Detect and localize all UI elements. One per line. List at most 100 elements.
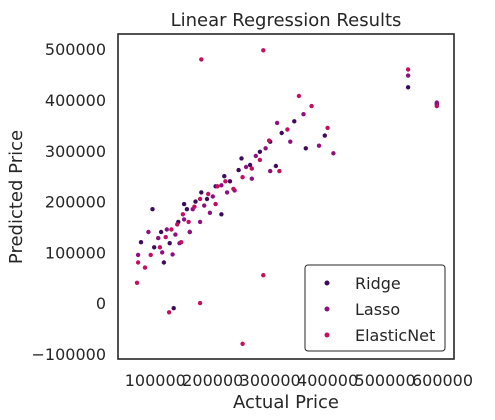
- y-tick-label: 0: [96, 294, 106, 313]
- legend: Ridge Lasso ElasticNet: [304, 264, 446, 352]
- point-elasticnet-3: [157, 245, 163, 250]
- point-elasticnet-1: [142, 265, 148, 270]
- point-ridge-18: [405, 85, 411, 90]
- point-elasticnet-2: [148, 252, 153, 258]
- point-elasticnet-17: [257, 157, 263, 163]
- point-elasticnet-31: [135, 260, 141, 265]
- point-elasticnet-20: [285, 127, 290, 132]
- point-lasso-19: [405, 73, 411, 78]
- point-elasticnet-27: [261, 48, 266, 53]
- y-tick-label: −100000: [32, 345, 106, 364]
- point-lasso-4: [173, 232, 178, 237]
- point-lasso-18: [331, 151, 336, 156]
- point-ridge-26: [273, 163, 279, 169]
- point-lasso-16: [301, 112, 306, 117]
- point-elasticnet-0: [134, 280, 140, 285]
- point-elasticnet-19: [277, 168, 282, 174]
- point-ridge-20: [171, 306, 176, 311]
- point-elasticnet-22: [309, 103, 314, 109]
- point-elasticnet-24: [405, 67, 411, 72]
- point-lasso-15: [288, 139, 293, 144]
- point-elasticnet-5: [169, 227, 174, 232]
- point-ridge-3: [167, 241, 172, 246]
- point-lasso-7: [202, 203, 207, 208]
- point-lasso-24: [268, 168, 273, 174]
- point-elasticnet-33: [213, 201, 218, 207]
- point-elasticnet-26: [199, 57, 204, 62]
- point-elasticnet-9: [192, 204, 197, 209]
- point-elasticnet-16: [249, 166, 254, 171]
- point-elasticnet-7: [180, 212, 186, 217]
- point-ridge-29: [219, 212, 224, 217]
- point-lasso-29: [160, 250, 165, 255]
- point-ridge-11: [247, 162, 253, 168]
- point-elasticnet-10: [197, 196, 203, 202]
- x-tick-label: 200000: [182, 371, 243, 390]
- point-elasticnet-15: [240, 175, 245, 180]
- point-lasso-25: [224, 190, 230, 195]
- point-elasticnet-4: [163, 234, 168, 240]
- y-axis-label: Predicted Price: [6, 130, 27, 264]
- point-ridge-12: [257, 149, 263, 154]
- legend-box: [304, 264, 446, 352]
- y-tick-label: 400000: [45, 91, 106, 110]
- chart-title: Linear Regression Results: [171, 10, 402, 31]
- point-lasso-11: [243, 164, 249, 170]
- point-lasso-3: [164, 227, 169, 232]
- point-lasso-2: [156, 235, 161, 241]
- legend-label-lasso: Lasso: [355, 300, 400, 319]
- point-elasticnet-12: [215, 184, 220, 189]
- point-lasso-14: [274, 120, 280, 126]
- point-lasso-20: [434, 100, 439, 105]
- point-ridge-7: [204, 196, 210, 202]
- legend-label-elasticnet: ElasticNet: [355, 326, 435, 345]
- point-lasso-8: [210, 194, 215, 199]
- point-lasso-12: [253, 153, 258, 159]
- legend-label-ridge: Ridge: [355, 274, 401, 293]
- point-elasticnet-14: [231, 186, 236, 192]
- legend-marker-elasticnet: [324, 332, 330, 338]
- y-axis: −100000 0 100000 200000 300000 400000 500000: [32, 40, 106, 364]
- point-ridge-2: [158, 229, 164, 235]
- point-ridge-6: [193, 199, 198, 204]
- point-ridge-5: [184, 207, 190, 212]
- point-elasticnet-30: [240, 341, 245, 346]
- point-elasticnet-8: [186, 219, 191, 225]
- legend-marker-lasso: [324, 306, 330, 312]
- point-elasticnet-25: [434, 103, 439, 109]
- y-tick-label: 100000: [45, 243, 106, 262]
- point-ridge-21: [181, 201, 187, 207]
- point-lasso-13: [263, 146, 268, 151]
- point-ridge-10: [236, 167, 241, 173]
- point-lasso-1: [146, 229, 151, 235]
- legend-marker-ridge: [324, 280, 330, 286]
- point-elasticnet-21: [296, 93, 302, 99]
- point-elasticnet-23: [325, 125, 330, 131]
- point-ridge-22: [199, 190, 204, 195]
- point-lasso-0: [135, 252, 141, 258]
- point-ridge-25: [227, 179, 233, 184]
- x-axis-label: Actual Price: [233, 392, 339, 413]
- x-tick-label: 100000: [125, 371, 186, 390]
- point-ridge-17: [322, 133, 327, 138]
- point-lasso-21: [187, 229, 192, 235]
- point-lasso-9: [219, 183, 224, 188]
- point-ridge-1: [150, 207, 155, 212]
- x-tick-label: 300000: [240, 371, 301, 390]
- y-tick-label: 500000: [45, 40, 106, 59]
- point-elasticnet-32: [179, 240, 184, 245]
- point-ridge-24: [239, 156, 244, 161]
- plot-area-frame: [117, 33, 455, 360]
- point-ridge-0: [138, 240, 144, 245]
- point-ridge-16: [303, 146, 308, 151]
- point-elasticnet-13: [223, 179, 228, 184]
- point-lasso-5: [181, 217, 187, 222]
- x-tick-label: 500000: [355, 371, 416, 390]
- points-layer: [134, 48, 439, 346]
- y-tick-label: 300000: [45, 142, 106, 161]
- point-ridge-28: [152, 245, 157, 250]
- point-elasticnet-11: [206, 191, 211, 197]
- point-ridge-14: [279, 130, 284, 136]
